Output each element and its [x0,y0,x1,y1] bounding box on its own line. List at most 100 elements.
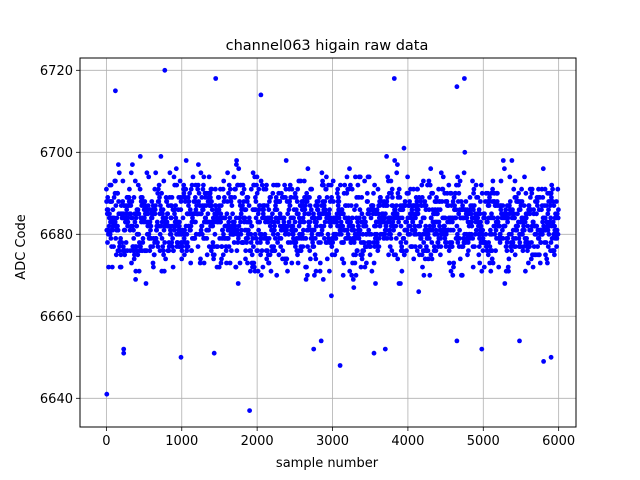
data-point [181,236,187,241]
data-point [349,272,355,278]
data-point [111,195,117,200]
data-point [540,219,545,225]
data-point [438,244,444,250]
data-point [482,211,487,217]
data-point [273,195,279,200]
data-point [407,223,413,229]
data-point [476,207,482,213]
data-point [450,219,455,225]
data-point [375,248,381,254]
data-point [523,190,529,196]
data-point [270,211,275,217]
data-point [302,211,308,217]
data-point [135,207,141,213]
data-point [138,244,143,250]
data-point [120,199,126,204]
data-point [119,240,125,245]
data-point [131,256,137,262]
data-point [158,203,163,209]
data-point [226,190,231,196]
data-point [115,190,121,196]
data-point [268,215,274,221]
data-point [293,240,299,245]
data-point [554,236,560,241]
data-point [510,240,516,245]
data-point [367,252,373,258]
data-point [287,203,293,209]
data-point [554,211,560,217]
data-point [495,190,500,196]
data-point [552,252,557,258]
data-point [285,211,291,217]
data-point [371,260,377,266]
data-point [290,223,296,229]
data-point [239,227,244,233]
data-point [521,227,527,233]
data-point [183,186,189,192]
data-point [319,227,325,233]
data-point [257,219,263,225]
data-point [545,211,551,217]
data-point [163,215,169,221]
data-point [108,182,114,188]
data-point [105,207,111,213]
data-point [534,199,540,204]
data-point [405,174,410,180]
data-point [199,195,205,200]
data-point [157,248,163,254]
data-point [211,252,217,258]
data-point [129,215,135,221]
data-point [187,207,193,213]
data-point [309,186,315,192]
data-point [133,244,139,250]
data-point [176,223,182,229]
data-point [327,268,332,274]
data-point [174,182,180,188]
data-point [460,244,466,250]
data-point [237,260,243,266]
data-point [298,203,303,209]
data-point [443,231,449,237]
data-point [425,231,431,237]
data-point [233,264,239,270]
data-point [273,203,278,209]
data-point [512,178,518,184]
data-point [450,272,456,278]
data-point [169,195,175,200]
data-point [240,182,246,188]
data-point [425,248,431,254]
data-point [478,219,483,225]
data-point [555,231,561,237]
data-point [153,170,159,176]
data-point [295,186,301,192]
data-point [389,190,394,196]
data-point [476,252,482,258]
data-point [283,195,288,200]
data-point [171,174,177,180]
data-point [151,264,156,270]
data-point [188,227,193,233]
data-point [305,272,310,278]
data-point [208,248,214,254]
data-point [433,248,439,254]
data-point [265,248,270,254]
data-point [390,195,395,200]
data-point [515,223,521,229]
data-point [249,252,255,258]
data-point [360,231,366,237]
data-point [527,211,533,217]
data-point [545,244,551,250]
data-point [419,195,425,200]
data-point [465,252,470,258]
data-point [241,186,247,192]
data-point [283,260,289,266]
data-point [538,240,544,245]
data-point [168,231,174,237]
data-point [490,260,496,266]
data-point [477,236,482,241]
data-point [277,199,283,204]
data-point [317,260,323,266]
data-point [157,195,162,200]
data-point [471,203,477,209]
data-point [394,211,400,217]
